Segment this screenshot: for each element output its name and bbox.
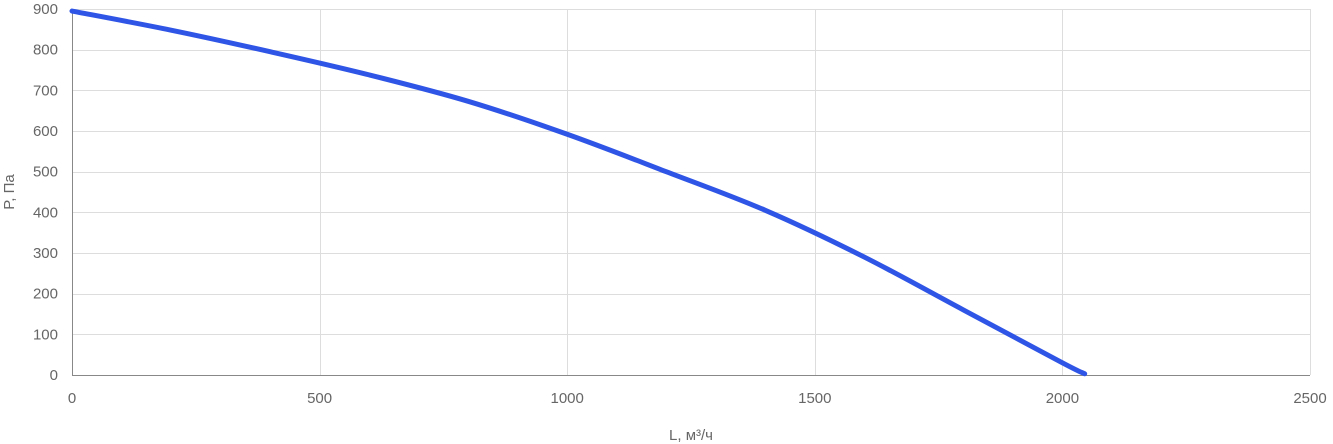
grid-lines <box>72 9 1311 375</box>
x-axis-title: L, м³/ч <box>669 427 713 444</box>
y-tick-label: 200 <box>33 286 58 303</box>
x-tick-label: 1000 <box>551 390 584 407</box>
y-tick-label: 100 <box>33 326 58 343</box>
y-tick-label: 300 <box>33 245 58 262</box>
x-tick-label: 500 <box>307 390 332 407</box>
y-tick-label: 900 <box>33 1 58 18</box>
series-group <box>69 8 1088 377</box>
y-tick-label: 700 <box>33 82 58 99</box>
tick-labels: 0 100 200 300 400 500 600 700 800 900 0 500 1000 1500… <box>33 1 1327 407</box>
y-tick-label: 400 <box>33 204 58 221</box>
y-tick-label: 500 <box>33 164 58 181</box>
x-tick-label: 2000 <box>1046 390 1079 407</box>
y-tick-label: 800 <box>33 42 58 59</box>
x-tick-label: 1500 <box>798 390 831 407</box>
x-tick-label: 2500 <box>1293 390 1326 407</box>
y-tick-label: 0 <box>50 367 58 384</box>
y-tick-label: 600 <box>33 123 58 140</box>
axes <box>72 9 1310 376</box>
series-line <box>69 8 1088 377</box>
y-axis-title: P, Па <box>1 174 18 210</box>
x-tick-label: 0 <box>68 390 76 407</box>
